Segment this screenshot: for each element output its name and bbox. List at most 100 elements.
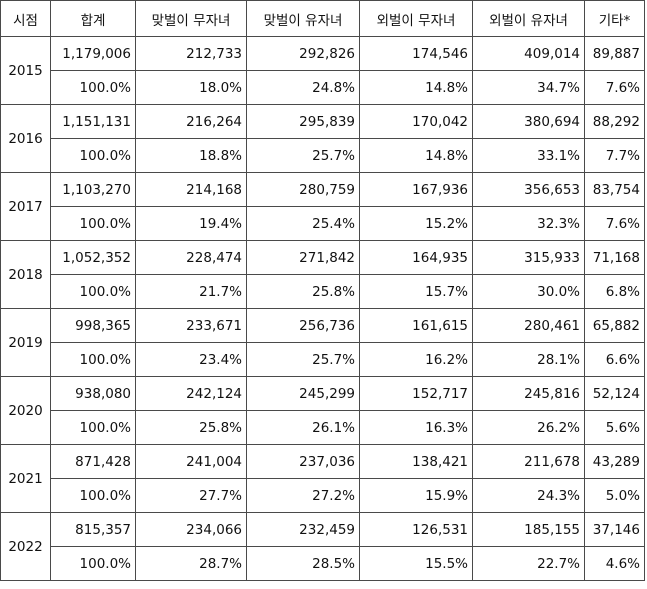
share-cell: 100.0% — [50, 410, 136, 445]
header-cell: 기타* — [584, 0, 645, 37]
count-cell: 88,292 — [584, 104, 645, 139]
table-row-share: 100.0% 18.0% 24.8% 14.8% 34.7% 7.6% — [1, 70, 645, 105]
table-row-count: 2019 998,365 233,671 256,736 161,615 280… — [0, 308, 645, 377]
count-cell: 52,124 — [584, 376, 645, 411]
table-row-share: 100.0% 23.4% 25.7% 16.2% 28.1% 6.6% — [1, 342, 645, 377]
count-cell: 1,179,006 — [50, 36, 136, 71]
count-cell: 185,155 — [472, 512, 585, 547]
share-cell: 18.8% — [135, 138, 247, 173]
count-cell: 271,842 — [246, 240, 360, 275]
share-cell: 28.5% — [246, 546, 360, 581]
count-cell: 211,678 — [472, 444, 585, 479]
year-cell: 2020 — [0, 376, 51, 445]
table-row-count: 2018 1,052,352 228,474 271,842 164,935 3… — [0, 240, 645, 309]
count-cell: 280,461 — [472, 308, 585, 343]
share-cell: 7.6% — [584, 70, 645, 105]
share-cell: 34.7% — [472, 70, 585, 105]
share-cell: 6.6% — [584, 342, 645, 377]
year-cell: 2021 — [0, 444, 51, 513]
header-cell: 외벌이 무자녀 — [359, 0, 473, 37]
count-cell: 234,066 — [135, 512, 247, 547]
share-cell: 28.7% — [135, 546, 247, 581]
count-cell: 315,933 — [472, 240, 585, 275]
share-cell: 32.3% — [472, 206, 585, 241]
share-cell: 26.1% — [246, 410, 360, 445]
table-row-share: 100.0% 18.8% 25.7% 14.8% 33.1% 7.7% — [1, 138, 645, 173]
count-cell: 1,151,131 — [50, 104, 136, 139]
count-cell: 241,004 — [135, 444, 247, 479]
count-cell: 232,459 — [246, 512, 360, 547]
count-cell: 998,365 — [50, 308, 136, 343]
count-cell: 228,474 — [135, 240, 247, 275]
share-cell: 100.0% — [50, 342, 136, 377]
count-cell: 65,882 — [584, 308, 645, 343]
year-cell: 2015 — [0, 36, 51, 105]
count-cell: 815,357 — [50, 512, 136, 547]
share-cell: 15.9% — [359, 478, 473, 513]
count-cell: 237,036 — [246, 444, 360, 479]
share-cell: 14.8% — [359, 138, 473, 173]
share-cell: 5.6% — [584, 410, 645, 445]
share-cell: 25.7% — [246, 342, 360, 377]
header-cell: 시점 — [0, 0, 51, 37]
share-cell: 27.2% — [246, 478, 360, 513]
share-cell: 16.3% — [359, 410, 473, 445]
share-cell: 25.8% — [246, 274, 360, 309]
count-cell: 409,014 — [472, 36, 585, 71]
share-cell: 100.0% — [50, 206, 136, 241]
count-cell: 167,936 — [359, 172, 473, 207]
count-cell: 295,839 — [246, 104, 360, 139]
table-row-count: 2020 938,080 242,124 245,299 152,717 245… — [0, 376, 645, 445]
share-cell: 100.0% — [50, 546, 136, 581]
table-row-share: 100.0% 21.7% 25.8% 15.7% 30.0% 6.8% — [1, 274, 645, 309]
share-cell: 25.4% — [246, 206, 360, 241]
count-cell: 83,754 — [584, 172, 645, 207]
table-row-share: 100.0% 28.7% 28.5% 15.5% 22.7% 4.6% — [1, 546, 645, 581]
share-cell: 19.4% — [135, 206, 247, 241]
count-cell: 1,052,352 — [50, 240, 136, 275]
header-cell: 합계 — [50, 0, 136, 37]
share-cell: 21.7% — [135, 274, 247, 309]
share-cell: 4.6% — [584, 546, 645, 581]
count-cell: 256,736 — [246, 308, 360, 343]
share-cell: 26.2% — [472, 410, 585, 445]
table-row-share: 100.0% 25.8% 26.1% 16.3% 26.2% 5.6% — [1, 410, 645, 445]
share-cell: 14.8% — [359, 70, 473, 105]
table-row-count: 2021 871,428 241,004 237,036 138,421 211… — [0, 444, 645, 513]
share-cell: 24.3% — [472, 478, 585, 513]
share-cell: 23.4% — [135, 342, 247, 377]
share-cell: 7.6% — [584, 206, 645, 241]
table-row-count: 2015 1,179,006 212,733 292,826 174,546 4… — [0, 36, 645, 105]
count-cell: 216,264 — [135, 104, 247, 139]
year-cell: 2016 — [0, 104, 51, 173]
count-cell: 174,546 — [359, 36, 473, 71]
share-cell: 33.1% — [472, 138, 585, 173]
year-cell: 2018 — [0, 240, 51, 309]
count-cell: 292,826 — [246, 36, 360, 71]
header-cell: 맞벌이 유자녀 — [246, 0, 360, 37]
share-cell: 16.2% — [359, 342, 473, 377]
count-cell: 138,421 — [359, 444, 473, 479]
count-cell: 126,531 — [359, 512, 473, 547]
count-cell: 212,733 — [135, 36, 247, 71]
count-cell: 233,671 — [135, 308, 247, 343]
share-cell: 100.0% — [50, 478, 136, 513]
count-cell: 242,124 — [135, 376, 247, 411]
count-cell: 245,299 — [246, 376, 360, 411]
share-cell: 25.8% — [135, 410, 247, 445]
share-cell: 5.0% — [584, 478, 645, 513]
share-cell: 6.8% — [584, 274, 645, 309]
share-cell: 24.8% — [246, 70, 360, 105]
count-cell: 37,146 — [584, 512, 645, 547]
share-cell: 25.7% — [246, 138, 360, 173]
table-row-share: 100.0% 27.7% 27.2% 15.9% 24.3% 5.0% — [1, 478, 645, 513]
count-cell: 43,289 — [584, 444, 645, 479]
table-row-share: 100.0% 19.4% 25.4% 15.2% 32.3% 7.6% — [1, 206, 645, 241]
share-cell: 7.7% — [584, 138, 645, 173]
share-cell: 15.2% — [359, 206, 473, 241]
share-cell: 100.0% — [50, 138, 136, 173]
table-row-count: 2017 1,103,270 214,168 280,759 167,936 3… — [0, 172, 645, 241]
count-cell: 871,428 — [50, 444, 136, 479]
share-cell: 100.0% — [50, 274, 136, 309]
